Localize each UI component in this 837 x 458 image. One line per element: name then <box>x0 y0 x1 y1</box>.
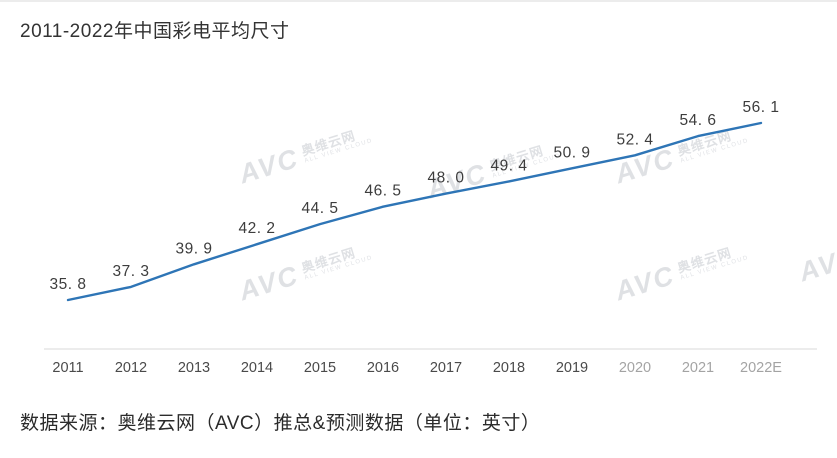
value-label: 39. 9 <box>176 240 213 257</box>
chart-title: 2011-2022年中国彩电平均尺寸 <box>20 21 290 42</box>
value-label: 46. 5 <box>365 183 402 200</box>
x-axis-label: 2019 <box>556 360 588 376</box>
value-label: 42. 2 <box>239 220 276 237</box>
x-axis-label: 2015 <box>304 360 336 376</box>
x-axis-label: 2021 <box>682 360 714 376</box>
x-axis-label: 2016 <box>367 360 399 376</box>
value-label: 49. 4 <box>491 157 528 174</box>
trend-line <box>66 121 763 302</box>
value-label: 35. 8 <box>50 276 87 293</box>
source-note: 数据来源：奥维云网（AVC）推总&预测数据（单位：英寸） <box>20 413 541 434</box>
x-axis-label: 2017 <box>430 360 462 376</box>
value-label: 56. 1 <box>743 99 780 116</box>
value-label: 44. 5 <box>302 200 339 217</box>
x-axis-label: 2022E <box>740 360 782 376</box>
value-label: 48. 0 <box>428 170 465 187</box>
x-axis-label: 2014 <box>241 360 273 376</box>
x-axis-label: 2020 <box>619 360 651 376</box>
x-axis-label: 2012 <box>115 360 147 376</box>
value-label: 37. 3 <box>113 263 150 280</box>
x-axis-label: 2011 <box>52 360 83 376</box>
value-label: 50. 9 <box>554 144 591 161</box>
value-label: 54. 6 <box>680 112 717 129</box>
x-axis-label: 2013 <box>178 360 210 376</box>
x-axis-label: 2018 <box>493 360 525 376</box>
value-label: 52. 4 <box>617 131 654 148</box>
